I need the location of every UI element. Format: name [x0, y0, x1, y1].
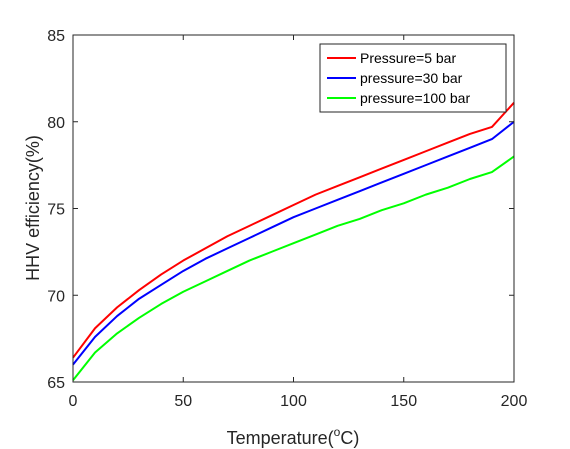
series-line-2	[72, 120, 515, 366]
x-axis-label: Temperature(oC)	[227, 425, 360, 448]
legend: Pressure=5 bar pressure=30 bar pressure=10…	[319, 43, 507, 113]
legend-label-2: pressure=30 bar	[360, 70, 463, 86]
plot-lines	[72, 101, 515, 381]
legend-label-3: pressure=100 bar	[360, 90, 470, 106]
y-tick-label: 65	[47, 375, 65, 392]
axis-ticks: 0 50 100 150 200 65 70 75 80 85	[47, 28, 527, 410]
x-tick-label: 150	[390, 393, 417, 410]
legend-label-1: Pressure=5 bar	[360, 50, 456, 66]
y-tick-label: 85	[47, 28, 65, 45]
y-tick-label: 75	[47, 202, 65, 219]
x-tick-label: 100	[280, 393, 307, 410]
series-line-1	[72, 101, 515, 359]
y-tick-label: 80	[47, 115, 65, 132]
x-tick-label: 50	[174, 393, 192, 410]
y-axis-label: HHV efficiency(%)	[23, 135, 43, 281]
x-axis-label-superscript: o	[334, 425, 341, 439]
y-tick-label: 70	[47, 288, 65, 305]
x-axis-label-main: Temperature(	[227, 428, 334, 448]
series-line-3	[72, 155, 515, 381]
x-axis-label-end: C)	[340, 428, 359, 448]
x-tick-label: 0	[69, 393, 78, 410]
x-tick-label: 200	[501, 393, 528, 410]
